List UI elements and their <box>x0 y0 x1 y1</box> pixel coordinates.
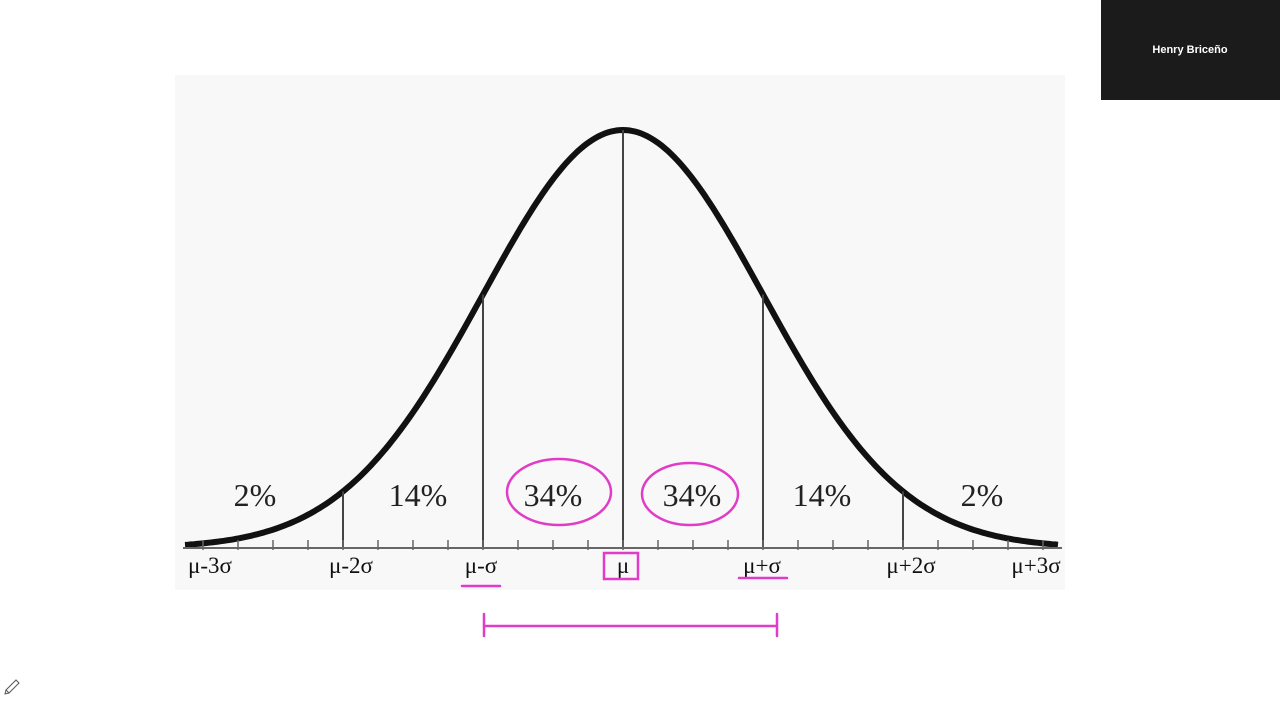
ink-box <box>602 551 640 581</box>
axis-label: μ+2σ <box>886 553 936 578</box>
bell-curve <box>184 126 1059 548</box>
region-label: 2% <box>961 477 1004 513</box>
axis-label: μ-2σ <box>329 553 373 578</box>
participant-name: Henry Briceño <box>1152 44 1227 56</box>
axis-label: μ-3σ <box>188 553 232 578</box>
axis-label: μ+σ <box>743 553 781 578</box>
axis-label: μ-σ <box>465 553 498 578</box>
region-label: 34% <box>663 477 722 513</box>
region-label: 14% <box>389 477 448 513</box>
region-label: 2% <box>234 477 277 513</box>
ink-circle <box>640 461 740 527</box>
normal-distribution: 2% 14% 34% 34% 14% 2% μ-3σ μ-2σ μ-σ μ μ+… <box>183 126 1062 578</box>
annotations <box>460 457 789 638</box>
video-tile <box>1101 0 1280 100</box>
ink-circle <box>505 457 613 527</box>
participant-tile: Henry Briceño <box>1101 0 1280 100</box>
region-label: 34% <box>524 477 583 513</box>
axis-label: μ+3σ <box>1011 553 1061 578</box>
pen-tool[interactable] <box>4 679 20 695</box>
region-label: 14% <box>793 477 852 513</box>
axis-label: μ <box>617 553 629 578</box>
